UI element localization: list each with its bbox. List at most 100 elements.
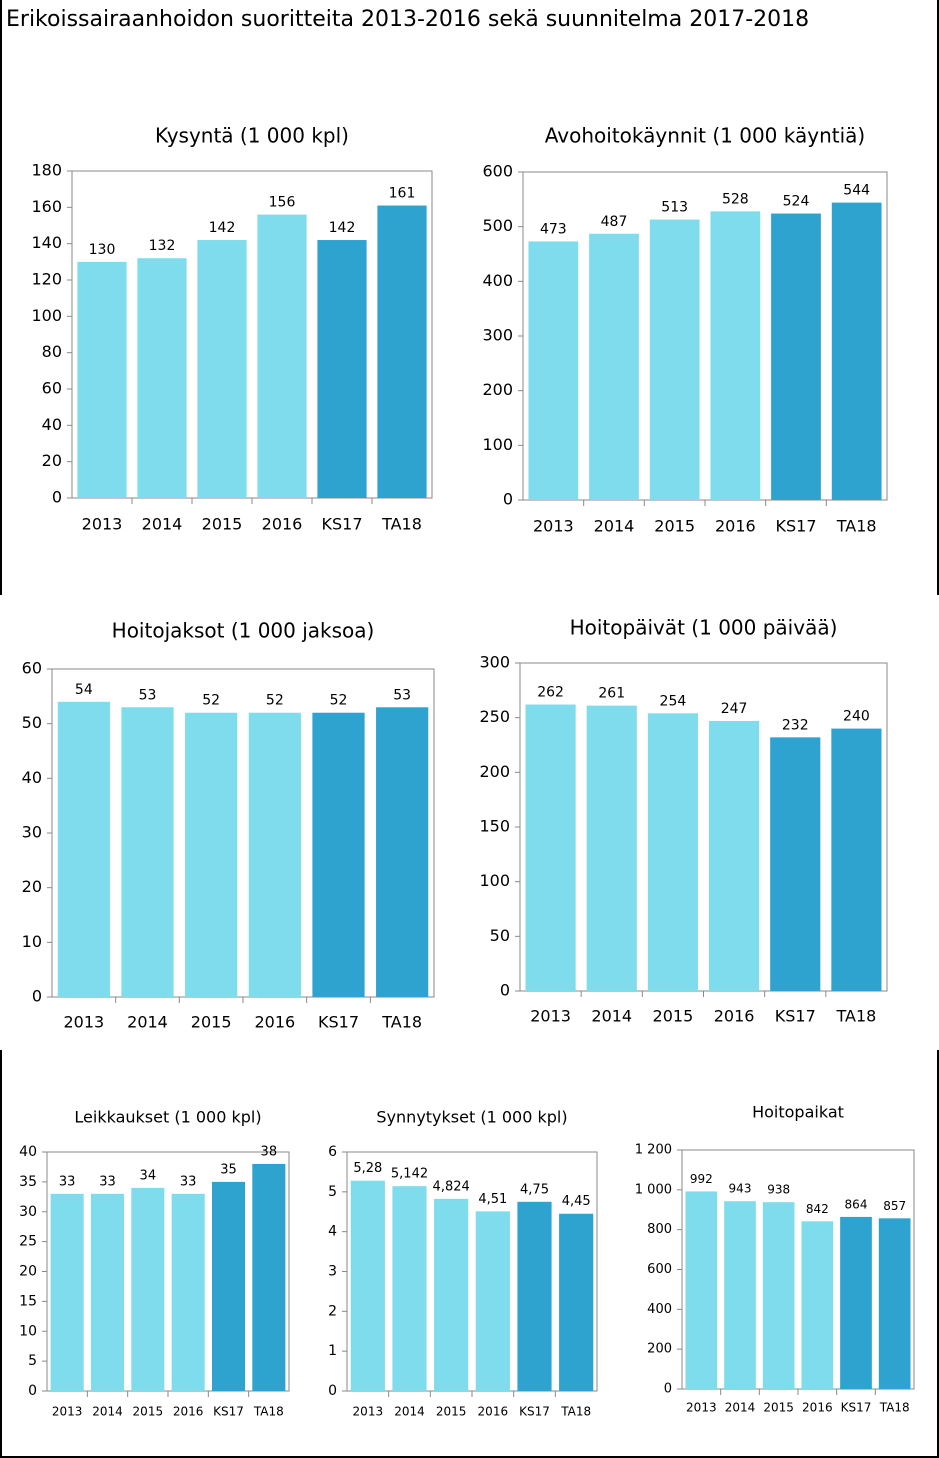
x-tick-label: 2015 [191, 1013, 232, 1032]
y-tick-label: 20 [22, 877, 42, 896]
bar [517, 1201, 552, 1391]
y-tick-label: 0 [52, 488, 62, 507]
y-tick-label: 20 [19, 1264, 37, 1280]
bar [248, 712, 301, 997]
y-tick-label: 40 [42, 415, 62, 434]
y-tick-label: 0 [500, 981, 510, 1000]
y-tick-label: 150 [479, 817, 510, 836]
y-tick-label: 200 [647, 1342, 672, 1357]
value-label: 4,824 [433, 1179, 470, 1194]
bar [475, 1211, 510, 1391]
y-tick-label: 1 [328, 1343, 337, 1359]
bar [312, 712, 365, 997]
page-title: Erikoissairaanhoidon suoritteita 2013-20… [6, 7, 809, 32]
y-tick-label: 50 [22, 713, 42, 732]
value-label: 4,45 [562, 1194, 591, 1209]
y-tick-label: 0 [32, 987, 42, 1006]
y-tick-label: 0 [503, 490, 513, 509]
bar [392, 1186, 427, 1391]
value-label: 35 [220, 1162, 237, 1177]
value-label: 5,142 [391, 1167, 428, 1182]
y-tick-label: 60 [42, 379, 62, 398]
bar [831, 202, 882, 500]
value-label: 261 [598, 686, 625, 702]
y-tick-label: 40 [22, 768, 42, 787]
value-label: 857 [883, 1199, 906, 1213]
y-tick-label: 2 [328, 1303, 337, 1319]
value-label: 232 [782, 717, 809, 733]
y-tick-label: 500 [482, 216, 513, 235]
x-tick-label: 2013 [82, 515, 123, 534]
bar [586, 705, 637, 991]
value-label: 4,51 [478, 1192, 507, 1207]
x-tick-label: TA18 [560, 1405, 591, 1419]
bar [137, 258, 187, 498]
value-label: 132 [149, 238, 176, 254]
x-tick-label: 2014 [591, 1007, 632, 1026]
bar [685, 1191, 718, 1389]
y-tick-label: 0 [664, 1382, 672, 1397]
bar [878, 1218, 911, 1389]
bar [77, 261, 127, 498]
value-label: 52 [330, 693, 348, 709]
bar [131, 1187, 165, 1391]
value-label: 53 [139, 687, 157, 703]
y-tick-label: 15 [19, 1293, 37, 1309]
y-tick-label: 100 [479, 871, 510, 890]
x-tick-label: 2013 [52, 1405, 83, 1419]
value-label: 524 [783, 194, 810, 210]
value-label: 528 [722, 191, 749, 207]
bar [710, 211, 761, 501]
y-tick-label: 800 [647, 1222, 672, 1237]
y-tick-label: 140 [31, 233, 62, 252]
x-tick-label: TA18 [253, 1405, 284, 1419]
value-label: 864 [845, 1197, 868, 1211]
y-tick-label: 100 [482, 435, 513, 454]
x-tick-label: 2015 [133, 1405, 164, 1419]
x-tick-label: 2014 [394, 1405, 425, 1419]
bar [171, 1193, 205, 1391]
y-tick-label: 10 [22, 932, 42, 951]
x-tick-label: TA18 [879, 1401, 910, 1415]
bar [770, 737, 821, 991]
y-tick-label: 30 [19, 1204, 37, 1220]
y-tick-label: 1 000 [635, 1182, 672, 1197]
bar [57, 701, 110, 997]
bar [434, 1198, 469, 1391]
x-tick-label: 2016 [802, 1401, 833, 1415]
bar [90, 1193, 125, 1391]
x-tick-label: KS17 [213, 1405, 244, 1419]
y-tick-label: 40 [19, 1144, 37, 1160]
value-label: 34 [140, 1168, 157, 1183]
x-tick-label: 2014 [92, 1405, 123, 1419]
value-label: 142 [209, 220, 236, 236]
bar [831, 728, 882, 991]
bar [762, 1202, 795, 1389]
y-tick-label: 0 [28, 1383, 37, 1399]
y-tick-label: 0 [328, 1383, 337, 1399]
y-tick-label: 180 [31, 161, 62, 180]
value-label: 513 [661, 200, 688, 216]
x-tick-label: 2013 [63, 1013, 104, 1032]
bar [840, 1216, 872, 1389]
value-label: 240 [843, 709, 870, 725]
y-tick-label: 4 [328, 1224, 337, 1240]
y-tick-label: 25 [19, 1234, 37, 1250]
y-tick-label: 30 [22, 823, 42, 842]
value-label: 842 [806, 1202, 829, 1216]
value-label: 38 [261, 1144, 278, 1159]
value-label: 544 [843, 183, 870, 199]
y-tick-label: 100 [31, 306, 62, 325]
x-tick-label: 2015 [763, 1401, 794, 1415]
value-label: 52 [266, 693, 284, 709]
chart-title: Hoitopaikat [752, 1103, 844, 1122]
x-tick-label: 2015 [654, 517, 695, 536]
bar [252, 1163, 286, 1391]
value-label: 156 [269, 195, 296, 211]
bar [257, 214, 307, 498]
y-tick-label: 3 [328, 1264, 337, 1280]
bar [317, 240, 367, 499]
bar [50, 1193, 84, 1391]
value-label: 487 [601, 214, 628, 230]
